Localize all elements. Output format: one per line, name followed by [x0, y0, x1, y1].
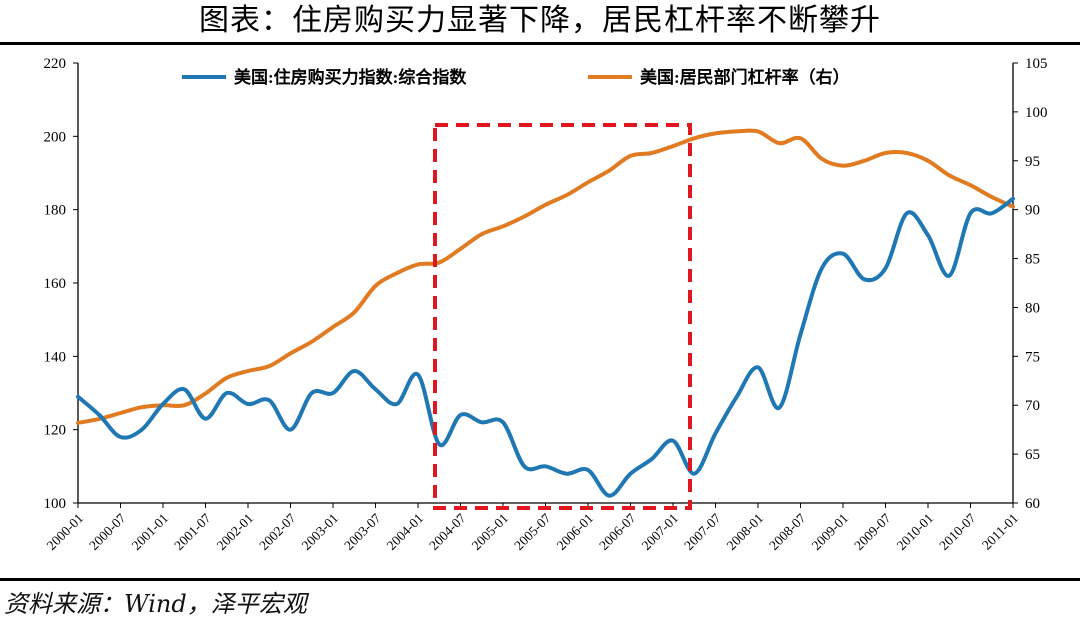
top-rule	[0, 42, 1080, 45]
x-tick-label: 2010-01	[894, 511, 936, 553]
y-left-tick-label: 160	[44, 276, 67, 292]
highlight-box	[433, 123, 692, 510]
x-tick-label: 2006-07	[596, 510, 639, 553]
legend-label-leverage: 美国:居民部门杠杆率（右）	[640, 67, 850, 87]
y-left-tick-label: 120	[44, 423, 67, 439]
y-right-tick-label: 100	[1025, 105, 1048, 121]
bottom-rule	[0, 578, 1080, 581]
y-left-tick-label: 180	[44, 203, 67, 219]
y-left-tick-label: 100	[44, 496, 67, 512]
x-tick-label: 2000-01	[44, 511, 86, 553]
chart-lines	[76, 123, 1015, 510]
x-tick-label: 2004-01	[384, 511, 426, 553]
x-tick-label: 2005-07	[511, 510, 554, 553]
y-right-tick-label: 95	[1025, 154, 1040, 170]
x-tick-label: 2005-01	[469, 511, 511, 553]
x-tick-label: 2008-01	[724, 511, 766, 553]
legend-label-affordability: 美国:住房购买力指数:综合指数	[234, 67, 467, 87]
y-right-tick-label: 85	[1025, 252, 1040, 268]
y-left-tick-label: 140	[44, 349, 67, 365]
chart-legend: 美国:住房购买力指数:综合指数 美国:居民部门杠杆率（右）	[182, 67, 850, 87]
y-right-tick-label: 105	[1025, 56, 1048, 72]
source-note: 资料来源：Wind，泽平宏观	[4, 590, 307, 618]
x-tick-label: 2009-07	[851, 510, 894, 553]
chart-title: 图表：住房购买力显著下降，居民杠杆率不断攀升	[199, 3, 881, 38]
x-tick-label: 2003-01	[299, 511, 341, 553]
x-tick-label: 2003-07	[341, 510, 384, 553]
x-tick-label: 2001-07	[171, 510, 214, 553]
series-line-leverage	[76, 128, 1015, 425]
x-tick-label: 2004-07	[426, 510, 469, 553]
x-tick-label: 2008-07	[766, 510, 809, 553]
x-tick-label: 2001-01	[129, 511, 171, 553]
chart-axes: 100 120 140 160 180 200 220 60 65 70 75 80 85 90 95 100…	[44, 56, 1048, 553]
x-tick-label: 2006-01	[554, 511, 596, 553]
y-left-tick-label: 220	[44, 56, 67, 72]
y-right-tick-label: 70	[1025, 398, 1040, 414]
y-right-tick-label: 60	[1025, 496, 1040, 512]
y-right-tick-label: 80	[1025, 300, 1040, 316]
x-tick-label: 2010-07	[936, 510, 979, 553]
x-tick-label: 2007-07	[681, 510, 724, 553]
y-right-tick-label: 75	[1025, 349, 1040, 365]
y-right-tick-label: 90	[1025, 203, 1040, 219]
x-tick-label: 2000-07	[86, 510, 129, 553]
y-right-tick-label: 65	[1025, 447, 1040, 463]
x-tick-label: 2002-01	[214, 511, 256, 553]
x-tick-label: 2011-01	[979, 511, 1021, 553]
x-tick-label: 2009-01	[809, 511, 851, 553]
series-line-affordability	[76, 196, 1015, 498]
x-tick-label: 2007-01	[639, 511, 681, 553]
line-chart: 100 120 140 160 180 200 220 60 65 70 75 80 85 90 95 100…	[44, 56, 1048, 553]
x-tick-label: 2002-07	[256, 510, 299, 553]
y-left-tick-label: 200	[44, 129, 67, 145]
